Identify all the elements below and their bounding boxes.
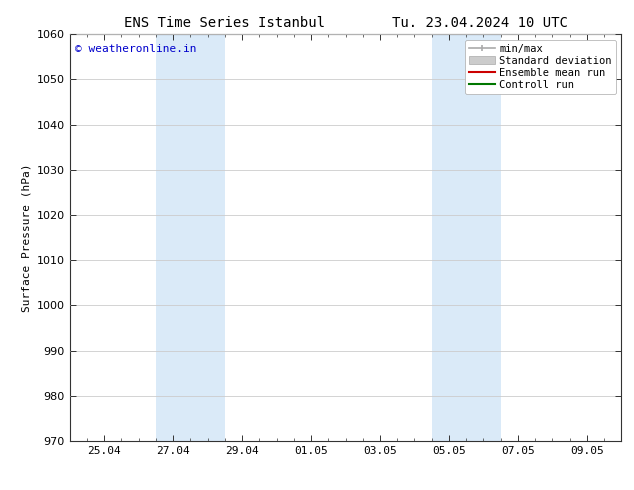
Bar (432, 34, 501, 441)
Legend: min/max, Standard deviation, Ensemble mean run, Controll run: min/max, Standard deviation, Ensemble me… (465, 40, 616, 94)
Bar (156, 34, 225, 441)
Title: ENS Time Series Istanbul        Tu. 23.04.2024 10 UTC: ENS Time Series Istanbul Tu. 23.04.2024 … (124, 16, 567, 30)
Y-axis label: Surface Pressure (hPa): Surface Pressure (hPa) (21, 163, 31, 312)
Text: © weatheronline.in: © weatheronline.in (75, 45, 197, 54)
